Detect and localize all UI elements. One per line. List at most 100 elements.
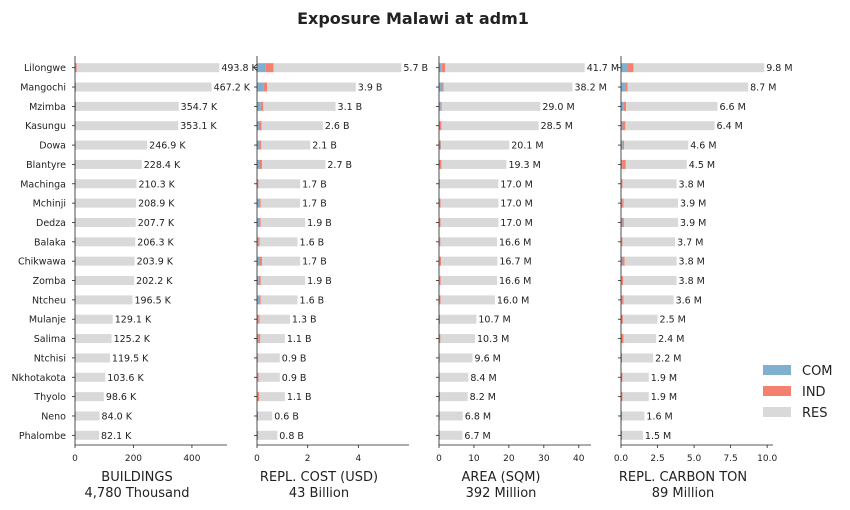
bar-res-zomba [440,276,498,286]
bar-ind-blantyre [622,159,626,169]
data-label-neno: 1.6 M [646,411,672,422]
data-label-machinga: 17.0 M [500,179,532,190]
chart-title: Exposure Malawi at adm1 [297,9,529,28]
x-tick-label: 400 [183,454,200,464]
bar-ind-kasungu [440,121,442,131]
x-tick-label: 2 [305,454,311,464]
bar-res-chikwawa [75,256,135,266]
bar-res-nkhotakota [75,372,106,382]
bar-ind-mzimba [623,101,627,111]
bar-ind-mangochi [442,82,444,92]
bar-res-ntchisi [622,353,654,363]
data-label-mchinji: 1.7 B [302,199,327,210]
bar-ind-machinga [75,179,76,189]
bar-ind-blantyre [259,159,263,169]
data-label-ntchisi: 119.5 K [112,353,149,364]
bar-res-thyolo [75,392,104,402]
bar-ind-mchinji [622,198,624,208]
bar-ind-dedza [75,217,76,227]
legend-swatch-ind [763,386,791,396]
bar-com-kasungu [257,121,260,131]
bar-ind-mangochi [75,82,77,92]
bar-com-lilongwe [439,63,442,73]
bar-ind-phalombe [75,430,76,440]
bar-res-machinga [440,179,499,189]
x-axis-total: 43 Billion [289,486,349,501]
data-label-chikwawa: 203.9 K [137,257,174,268]
bar-com-zomba [257,276,259,286]
bar-res-salima [75,334,112,344]
bar-ind-dowa [440,140,442,150]
bar-res-balaka [259,237,298,247]
data-label-chikwawa: 16.7 M [499,257,531,268]
data-label-salima: 125.2 K [114,334,151,345]
bar-ind-chikwawa [259,256,263,266]
data-label-nkhotakota: 1.9 M [651,373,677,384]
data-label-kasungu: 2.6 B [325,121,350,132]
bar-res-nkhotakota [258,372,280,382]
data-label-lilongwe: 5.7 B [403,63,428,74]
bar-res-mangochi [443,82,573,92]
x-tick-label: 10.0 [757,454,777,464]
bar-ind-balaka [621,237,623,247]
bar-com-kasungu [439,121,441,131]
data-label-mchinji: 3.9 M [680,199,706,210]
bar-ind-mzimba [440,101,442,111]
data-label-dedza: 3.9 M [680,218,706,229]
x-axis-label: REPL. COST (USD) [260,470,378,485]
bar-ind-thyolo [439,392,441,402]
data-label-kasungu: 6.4 M [717,121,743,132]
bar-ind-balaka [75,237,76,247]
data-label-mzimba: 6.6 M [719,102,745,113]
bar-res-chikwawa [624,256,677,266]
bar-res-lilongwe [633,63,765,73]
data-label-dedza: 207.7 K [138,218,175,229]
bar-ind-chikwawa [622,256,625,266]
data-label-chikwawa: 1.7 B [302,257,327,268]
bar-ind-lilongwe [265,63,274,73]
data-label-balaka: 16.6 M [499,237,531,248]
x-tick-label: 2.5 [650,454,664,464]
bar-com-machinga [257,179,259,189]
y-label-neno: Neno [41,411,66,422]
bar-res-zomba [623,276,677,286]
bar-res-dedza [260,217,306,227]
bar-com-lilongwe [257,63,266,73]
bar-ind-lilongwe [75,63,77,73]
bar-res-lilongwe [273,63,402,73]
data-label-kasungu: 28.5 M [541,121,573,132]
data-label-lilongwe: 41.7 M [587,63,619,74]
data-label-mzimba: 29.0 M [542,102,574,113]
bar-res-blantyre [441,159,507,169]
bar-res-mzimba [626,101,718,111]
bar-res-neno [439,411,463,421]
bar-ind-neno [257,411,259,421]
bar-ind-zomba [75,276,76,286]
bar-ind-balaka [258,237,260,247]
bar-com-mzimba [621,101,624,111]
bar-res-mulanje [75,314,113,324]
x-tick-label: 0.0 [614,454,629,464]
y-label-ntcheu: Ntcheu [32,295,66,306]
bar-ind-blantyre [75,159,76,169]
data-label-ntcheu: 3.6 M [676,295,702,306]
data-label-salima: 2.4 M [658,334,684,345]
bar-com-salima [257,334,259,344]
bar-ind-phalombe [257,430,259,440]
y-label-dowa: Dowa [39,141,66,152]
bar-res-zomba [75,276,135,286]
bar-res-mangochi [267,82,356,92]
bar-ind-ntcheu [440,295,441,305]
bar-res-nkhotakota [622,372,649,382]
bar-ind-kasungu [259,121,262,131]
bar-ind-dowa [260,140,262,150]
bar-res-dowa [624,140,689,150]
bar-ind-zomba [258,276,261,286]
bar-ind-phalombe [439,430,440,440]
data-label-phalombe: 1.5 M [645,431,671,442]
bar-ind-dedza [622,217,624,227]
data-label-mulanje: 2.5 M [660,315,686,326]
panel-4: 9.8 M 8.7 M 6.6 M 6.4 M4.6 M 4.5 M 3.8 M 3.9 M… [614,56,793,501]
bar-res-blantyre [625,159,687,169]
bar-ind-mangochi [625,82,628,92]
